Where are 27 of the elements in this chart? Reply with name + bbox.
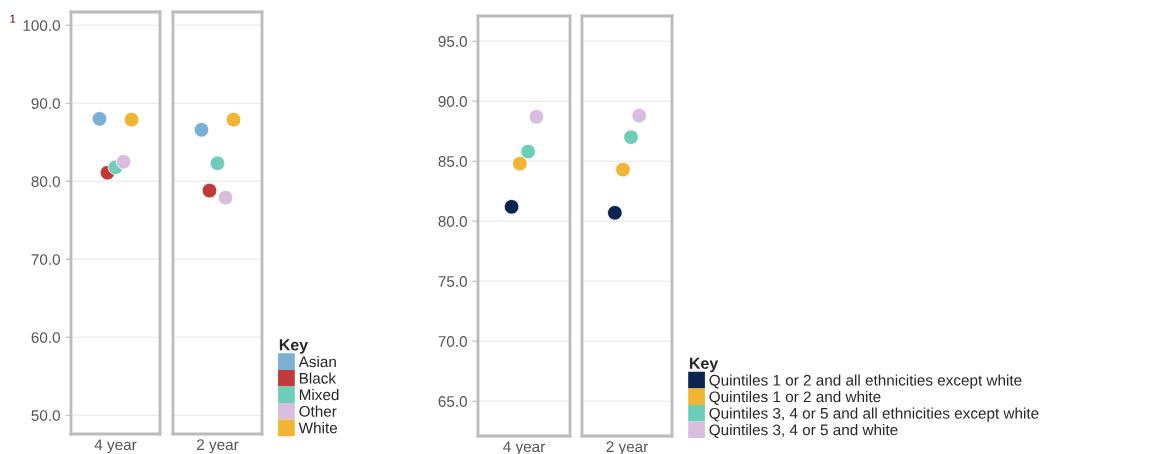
y-tick-label: 70.0: [438, 336, 467, 347]
y-tick-label: 60.0: [31, 332, 60, 343]
legend-label: Quintiles 3, 4 or 5 and all ethnicities except white: [709, 407, 1039, 422]
y-tick-label: 90.0: [438, 96, 467, 107]
legend-label: Mixed: [299, 389, 339, 401]
y-tick-label: 70.0: [31, 254, 60, 265]
legend-label: White: [298, 422, 338, 434]
text: 1: [10, 14, 16, 23]
y-tick-label: 80.0: [438, 216, 467, 227]
x-tick-label: 4 year: [94, 439, 137, 454]
legend-label: Other: [299, 405, 337, 417]
legend-label: Asian: [298, 355, 336, 368]
y-tick-label: 100.0: [23, 20, 60, 31]
x-tick-label: 2 year: [197, 439, 239, 454]
y-tick-label: 65.0: [438, 396, 467, 407]
y-tick-label: 80.0: [31, 176, 60, 187]
legend-label: Black: [299, 372, 337, 384]
y-tick-label: 75.0: [438, 276, 467, 287]
legend-label: Quintiles 1 or 2 and all ethnicities except white: [709, 374, 1022, 389]
legend-title: Key: [689, 357, 719, 373]
y-tick-label: 90.0: [31, 98, 60, 109]
legend-title: Key: [279, 339, 309, 354]
y-tick-label: 50.0: [31, 410, 60, 421]
legend-label: Quintiles 1 or 2 and white: [709, 390, 881, 405]
y-tick-label: 85.0: [438, 156, 467, 167]
legend-label: Quintiles 3, 4 or 5 and white: [709, 424, 898, 438]
y-tick-label: 95.0: [438, 36, 467, 47]
